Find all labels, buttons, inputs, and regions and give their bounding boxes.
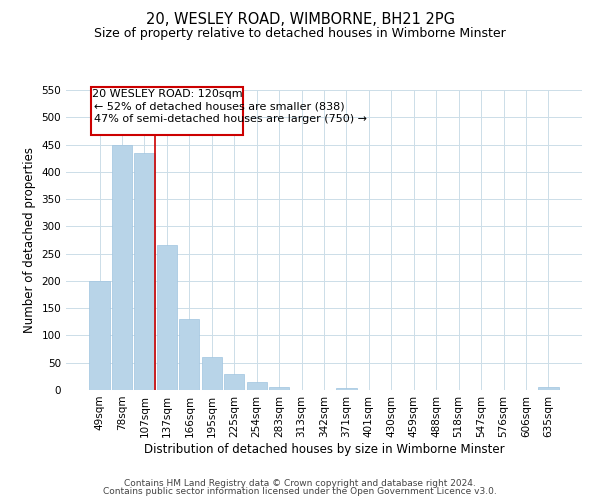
Bar	[247, 382, 267, 390]
Bar	[89, 281, 110, 390]
Y-axis label: Number of detached properties: Number of detached properties	[23, 147, 36, 333]
Bar	[538, 388, 559, 390]
Text: Size of property relative to detached houses in Wimborne Minster: Size of property relative to detached ho…	[94, 28, 506, 40]
Bar	[202, 358, 222, 390]
X-axis label: Distribution of detached houses by size in Wimborne Minster: Distribution of detached houses by size …	[143, 442, 505, 456]
Bar	[224, 374, 244, 390]
Text: Contains HM Land Registry data © Crown copyright and database right 2024.: Contains HM Land Registry data © Crown c…	[124, 478, 476, 488]
Bar	[337, 388, 356, 390]
Bar	[112, 144, 132, 390]
Text: ← 52% of detached houses are smaller (838): ← 52% of detached houses are smaller (83…	[94, 102, 344, 112]
Bar	[269, 388, 289, 390]
Bar	[157, 246, 177, 390]
Text: 20, WESLEY ROAD, WIMBORNE, BH21 2PG: 20, WESLEY ROAD, WIMBORNE, BH21 2PG	[146, 12, 455, 28]
Text: Contains public sector information licensed under the Open Government Licence v3: Contains public sector information licen…	[103, 487, 497, 496]
Bar	[91, 88, 243, 136]
Text: 20 WESLEY ROAD: 120sqm: 20 WESLEY ROAD: 120sqm	[92, 89, 242, 99]
Bar	[179, 319, 199, 390]
Bar	[134, 152, 155, 390]
Text: 47% of semi-detached houses are larger (750) →: 47% of semi-detached houses are larger (…	[94, 114, 367, 124]
